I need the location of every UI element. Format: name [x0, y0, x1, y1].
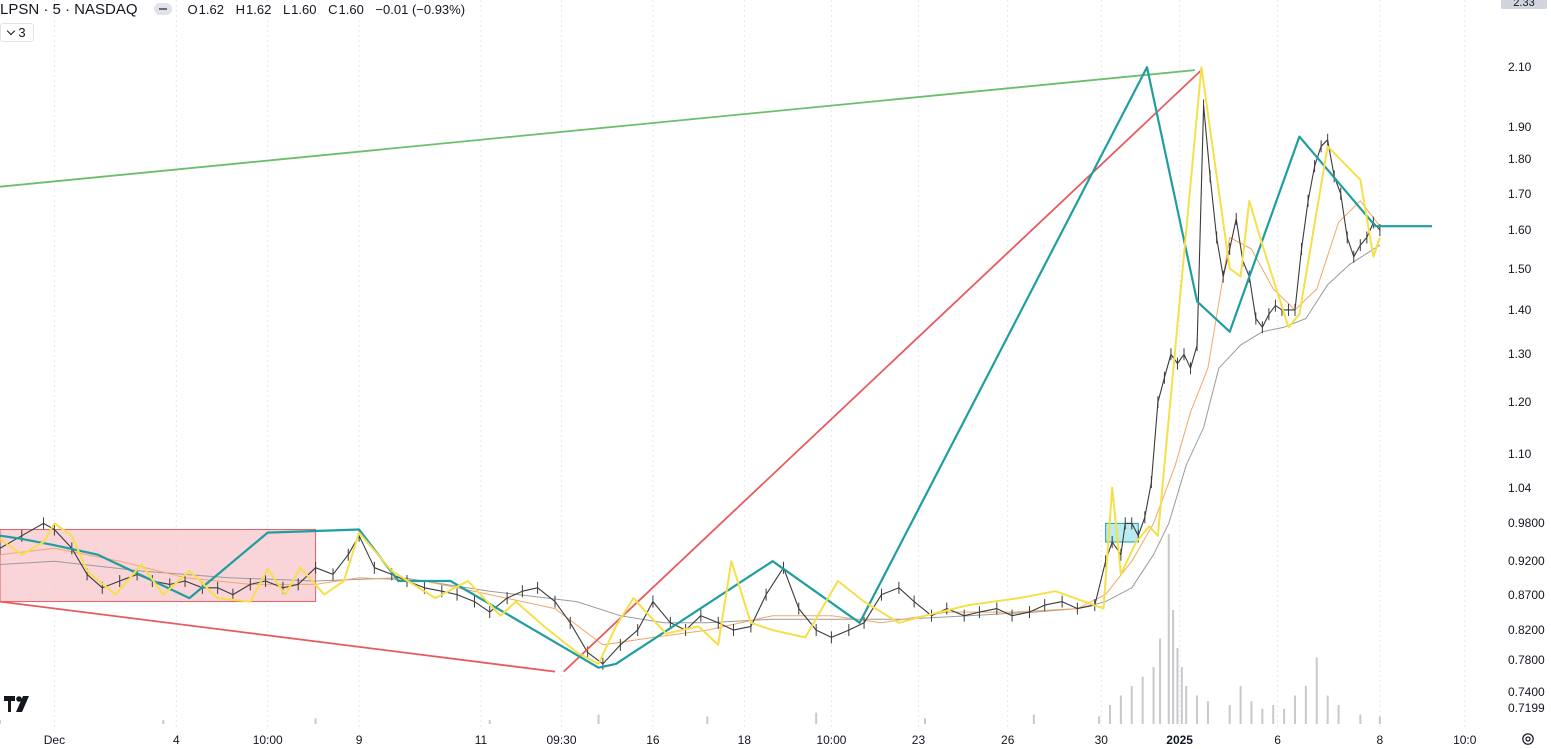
volume-bar	[1180, 667, 1183, 724]
low-label: L	[282, 1, 291, 17]
volume-bar	[1206, 701, 1209, 724]
volume-bar	[1294, 695, 1296, 724]
x-tick-label: 11	[474, 733, 488, 747]
series-lines	[0, 66, 1433, 673]
y-tick-label: 1.50	[1508, 261, 1532, 276]
volume-bar	[162, 720, 165, 724]
volume-bar	[1337, 705, 1340, 724]
volume-bar	[1141, 676, 1144, 724]
x-tick-label: 16	[646, 733, 660, 747]
x-tick-label: 9	[355, 733, 363, 747]
y-tick-label: 0.8700	[1508, 587, 1545, 602]
volume-bar	[815, 712, 818, 724]
trendline-lower-line	[0, 600, 556, 673]
y-tick-label: 0.7199	[1508, 701, 1545, 715]
volume-bars	[0, 534, 1381, 724]
y-tick-label: 1.30	[1508, 347, 1532, 362]
y-tick-label: 1.20	[1508, 395, 1532, 410]
volume-bar	[1098, 716, 1101, 724]
close-value: 1.60	[338, 1, 364, 17]
x-tick-label: 30	[1094, 733, 1108, 747]
open-label: O	[187, 1, 198, 17]
volume-bar	[1283, 708, 1286, 724]
y-tick-label: 0.7800	[1508, 653, 1545, 667]
volume-bar	[1272, 705, 1275, 724]
y-tick-label: 1.10	[1508, 447, 1532, 462]
high-label: H	[235, 1, 245, 17]
symbol-header: LPSN · 5 · NASDAQ O1.62 H1.62 L1.60 C1.6…	[0, 0, 465, 18]
volume-bar	[0, 720, 1, 724]
y-tick-label: 1.40	[1508, 302, 1532, 317]
x-tick-label: 8	[1376, 733, 1384, 747]
open-value: 1.62	[198, 1, 224, 17]
volume-bar	[1172, 610, 1175, 724]
x-tick-label: Dec	[43, 733, 66, 747]
zigzag-major-line	[0, 66, 1433, 669]
y-tick-label: 0.7400	[1508, 684, 1545, 699]
range-boxes	[0, 522, 1139, 603]
y-tick-label: 1.80	[1508, 152, 1532, 167]
high-value: 1.62	[246, 1, 272, 17]
y-tick-label: 0.9200	[1508, 554, 1545, 569]
x-tick-label: 10:0	[1453, 733, 1477, 747]
indicators-toggle-button[interactable]: 3	[0, 23, 34, 42]
x-tick-label: 4	[172, 733, 180, 747]
volume-bar	[597, 714, 600, 724]
trendline-upper-line	[0, 69, 1195, 188]
zigzag-minor-line	[0, 66, 1381, 665]
volume-bar	[924, 718, 926, 724]
volume-bar	[1032, 714, 1035, 724]
y-tick-label: 1.70	[1508, 186, 1532, 201]
x-tick-label: 23	[911, 733, 926, 747]
volume-bar	[1228, 705, 1231, 724]
volume-bar	[488, 720, 491, 724]
tradingview-logo-icon[interactable]	[4, 695, 36, 713]
volume-bar	[1119, 695, 1122, 724]
volume-bar	[1130, 686, 1133, 724]
volume-bar	[1304, 686, 1307, 724]
x-tick-label: 26	[1001, 733, 1015, 747]
volume-bar	[1326, 695, 1329, 724]
chevron-down-icon	[7, 26, 16, 36]
y-tick-label: 1.04	[1508, 480, 1532, 495]
close-label: C	[328, 1, 338, 17]
y-tick-label: 1.60	[1508, 222, 1532, 237]
indicator-count: 3	[18, 25, 26, 40]
y-tick-label: 0.8200	[1508, 623, 1545, 638]
volume-bar	[1378, 716, 1381, 724]
trendline-rising-line	[563, 69, 1203, 673]
volume-bar	[1176, 648, 1179, 724]
volume-bar	[1152, 667, 1155, 724]
x-tick-label: 10:00	[816, 733, 847, 747]
volume-bar	[1167, 534, 1170, 724]
ohlc-readout: O1.62 H1.62 L1.60 C1.60 −0.01 (−0.93%)	[188, 2, 466, 17]
volume-bar	[1250, 701, 1253, 724]
price-scale-tag: 2.33	[1501, 0, 1547, 9]
y-tick-label: 2.10	[1508, 60, 1532, 75]
volume-bar	[1239, 686, 1242, 724]
x-tick-label: 09:30	[546, 733, 577, 747]
x-tick-label: 18	[737, 733, 752, 747]
y-tick-label: 1.90	[1508, 120, 1532, 135]
volume-bar	[1359, 714, 1362, 724]
volume-bar	[1109, 705, 1111, 724]
x-tick-label: 10:00	[252, 733, 283, 747]
x-tick-label: 2025	[1166, 733, 1193, 747]
change-value: −0.01 (−0.93%)	[375, 1, 466, 17]
range-red-box	[0, 529, 317, 603]
volume-bar	[1159, 638, 1162, 724]
low-value: 1.60	[291, 1, 317, 17]
market-status-icon[interactable]	[153, 3, 172, 15]
symbol-title[interactable]: LPSN · 5 · NASDAQ	[0, 0, 138, 18]
volume-bar	[1185, 686, 1188, 724]
volume-bar	[1196, 695, 1199, 724]
y-tick-label: 0.9800	[1508, 516, 1545, 531]
volume-bar	[1315, 657, 1318, 724]
x-tick-label: 6	[1274, 733, 1281, 747]
volume-bar	[706, 716, 709, 724]
settings-gear-icon[interactable]	[1520, 731, 1536, 747]
volume-bar	[314, 718, 317, 724]
volume-bar	[1261, 708, 1264, 724]
